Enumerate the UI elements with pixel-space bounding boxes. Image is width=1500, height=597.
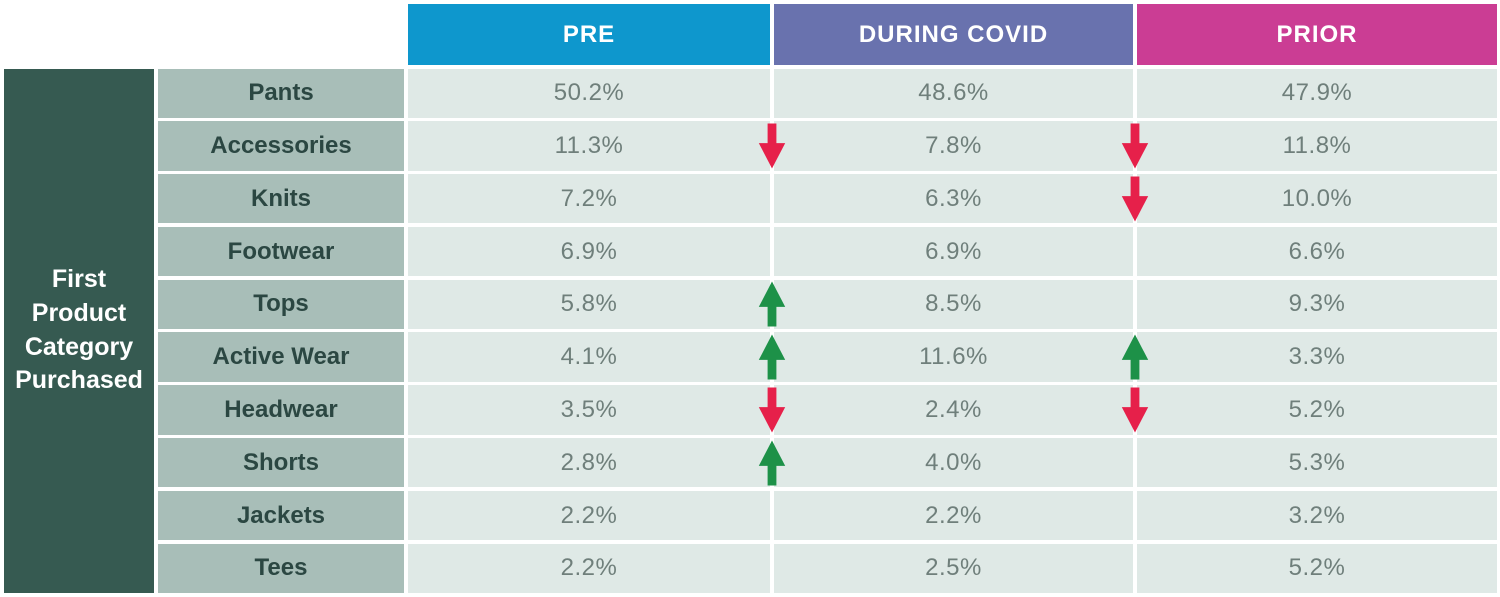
category-label-tops: Tops [158,279,404,329]
category-label-footwear: Footwear [158,226,404,277]
value-text: 3.2% [1288,501,1346,529]
value-cell: 47.9% [1137,68,1497,118]
value-cell: 11.6% [758,332,1133,382]
value-text: 5.2% [1288,554,1346,582]
value-text: 9.3% [1288,290,1346,318]
value-cell: 5.8% [408,279,770,329]
category-label-headwear: Headwear [158,385,404,435]
value-cell: 6.9% [408,226,770,277]
value-cell: 2.8% [408,438,770,488]
value-cell: 3.2% [1137,490,1497,541]
value-cell: 6.9% [774,226,1133,277]
value-cell: 11.3% [408,121,770,171]
category-label-active-wear: Active Wear [158,332,404,382]
value-cell: 2.5% [774,543,1133,593]
value-cell: 6.6% [1137,226,1497,277]
value-cell: 7.2% [408,174,770,224]
value-text: 11.8% [1282,131,1352,159]
value-cell: 8.5% [758,279,1133,329]
value-cell: 2.2% [774,490,1133,541]
category-label-shorts: Shorts [158,438,404,488]
value-cell: 3.3% [1121,332,1497,382]
column-header-pre: PRE [408,4,770,65]
table-grid: PRE DURING COVID PRIOR First Product Cat… [4,4,1497,593]
row-group-header-label: First Product Category Purchased [15,265,143,395]
value-text: 2.5% [925,554,982,582]
value-cell: 48.6% [774,68,1133,118]
value-cell: 50.2% [408,68,770,118]
category-label-accessories: Accessories [158,121,404,171]
value-text: 8.5% [925,290,982,318]
value-cell: 2.2% [408,490,770,541]
value-text: 6.9% [925,237,982,265]
value-cell: 4.1% [408,332,770,382]
value-text: 2.2% [925,501,982,529]
category-label-knits: Knits [158,174,404,224]
column-header-prior: PRIOR [1137,4,1497,65]
value-text: 6.6% [1288,237,1346,265]
column-header-pre-label: PRE [562,20,616,48]
value-text: 6.3% [925,184,982,212]
column-header-during-covid-label: DURING COVID [858,20,1049,48]
value-cell: 11.8% [1121,121,1497,171]
value-text: 48.6% [918,79,989,107]
value-cell: 5.2% [1137,543,1497,593]
category-label-pants: Pants [158,68,404,118]
value-text: 2.4% [925,395,982,423]
value-text: 11.6% [919,343,988,371]
value-text: 3.3% [1288,343,1346,371]
category-label-tees: Tees [158,543,404,593]
value-text: 47.9% [1281,79,1353,107]
value-cell: 2.2% [408,543,770,593]
value-cell: 4.0% [758,438,1133,488]
value-cell: 5.3% [1137,438,1497,488]
value-cell: 9.3% [1137,279,1497,329]
value-cell: 10.0% [1121,174,1497,224]
value-cell: 6.3% [774,174,1133,224]
value-cell: 2.4% [758,385,1133,435]
category-label-jackets: Jackets [158,490,404,541]
value-text: 10.0% [1281,184,1353,212]
column-header-during-covid: DURING COVID [774,4,1133,65]
value-text: 5.3% [1288,448,1346,476]
value-text: 4.0% [925,448,982,476]
value-cell: 7.8% [758,121,1133,171]
value-text: 7.8% [925,131,982,159]
value-cell: 5.2% [1121,385,1497,435]
value-text: 5.2% [1288,395,1346,423]
row-group-header: First Product Category Purchased [4,68,154,593]
value-cell: 3.5% [408,385,770,435]
column-header-prior-label: PRIOR [1276,20,1358,48]
